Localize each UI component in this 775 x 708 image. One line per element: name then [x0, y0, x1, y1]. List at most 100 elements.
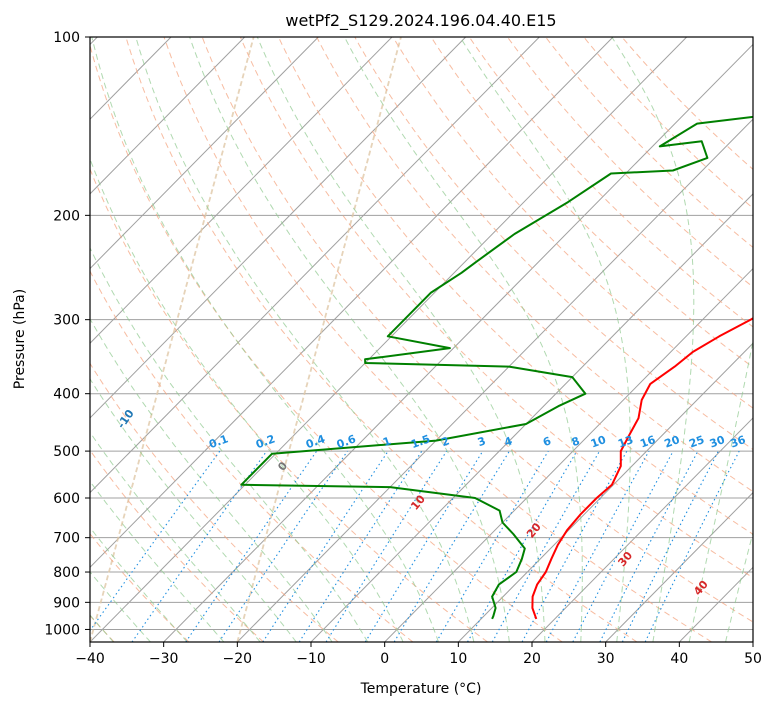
- mixing-ratio-label: 1: [381, 434, 393, 449]
- mixing-ratio-line: [545, 450, 650, 642]
- dry-adiabat-line: [90, 167, 488, 642]
- isotherm-line: [90, 37, 540, 494]
- dry-adiabat-line: [239, 37, 753, 579]
- x-tick-label: −10: [296, 651, 326, 667]
- dry-adiabat-line: [392, 37, 753, 409]
- x-tick-label: −20: [223, 651, 253, 667]
- moist-adiabat-line: [189, 37, 510, 642]
- x-tick-label: 50: [744, 651, 762, 667]
- mixing-ratio-label: 0.2: [254, 432, 277, 451]
- temperature-profile-line: [531, 317, 753, 620]
- moist-adiabat-line: [90, 377, 297, 642]
- x-tick-label: 30: [597, 651, 615, 667]
- dry-adiabat-line: [545, 37, 753, 249]
- plot-area: -100-90-80-70-60-50-40-30-20-10010203040…: [90, 37, 753, 642]
- mixing-ratio-line: [185, 450, 318, 642]
- mixing-ratio-label: 1.5: [409, 432, 432, 451]
- profile-series: [240, 115, 753, 620]
- moist-adiabat-lines: [90, 37, 753, 642]
- dewpoint-profile-line: [240, 115, 753, 620]
- y-tick-label: 400: [53, 387, 80, 403]
- plot-frame: [89, 36, 754, 643]
- moist-adiabat-line: [135, 37, 475, 642]
- mixing-ratio-label: 3: [476, 434, 488, 449]
- mixing-ratio-label: 36: [729, 433, 748, 451]
- mixing-ratio-label: 8: [570, 434, 582, 449]
- mixing-ratio-line: [325, 450, 448, 642]
- moist-adiabat-line: [90, 431, 261, 642]
- mixing-ratio-label: 2: [440, 434, 452, 449]
- mixing-ratio-label: 10: [589, 433, 608, 451]
- x-tick-label: −40: [75, 651, 105, 667]
- mixing-ratio-label: 20: [663, 433, 682, 451]
- y-tick-label: 600: [53, 491, 80, 507]
- guide-curve: [90, 37, 255, 642]
- y-tick-label: 100: [53, 30, 80, 46]
- mixing-ratio-label: 6: [541, 434, 553, 449]
- isotherm-line: [163, 43, 753, 642]
- moist-adiabat-line: [90, 157, 404, 642]
- dry-adiabat-line: [430, 37, 753, 368]
- x-tick-label: −30: [149, 651, 179, 667]
- mixing-ratio-label: 0.4: [304, 432, 327, 451]
- x-tick-label: 40: [670, 651, 688, 667]
- y-tick-label: 900: [53, 595, 80, 611]
- y-tick-label: 1000: [44, 622, 80, 638]
- dry-adiabat-line: [201, 37, 753, 623]
- dry-adiabat-line: [90, 449, 264, 642]
- guide-curve: [236, 37, 402, 642]
- mixing-ratio-lines: [90, 450, 740, 642]
- isotherm-line: [90, 37, 688, 642]
- mixing-ratio-line: [393, 450, 510, 642]
- mixing-ratio-label: 0.1: [207, 432, 230, 451]
- mixing-ratio-line: [298, 450, 423, 642]
- dry-adiabat-line: [354, 37, 753, 451]
- x-tick-label: 20: [523, 651, 541, 667]
- moist-adiabat-line: [688, 338, 753, 642]
- mixing-ratio-label: 16: [638, 433, 657, 451]
- dry-adiabat-line: [278, 37, 753, 535]
- moist-adiabat-line: [91, 37, 439, 642]
- y-tick-label: 300: [53, 313, 80, 329]
- x-axis-ticks: −40 −30 −20 −10 0 10 20 30 40 50: [75, 642, 762, 667]
- mixing-ratio-label: 13: [616, 433, 635, 450]
- moist-adiabat-line: [90, 246, 369, 642]
- mixing-ratio-label: 0.6: [335, 432, 358, 451]
- y-tick-label: 200: [53, 208, 80, 224]
- dry-adiabat-line: [163, 37, 712, 642]
- moist-adiabat-line: [90, 317, 333, 642]
- isotherm-line: [90, 37, 614, 569]
- isotherm-lines: [90, 37, 753, 642]
- moist-adiabat-line: [611, 37, 695, 642]
- isopleth-labels: -100-90-80-70-60-50-40-30-20-10010203040…: [115, 407, 748, 598]
- isotherm-line: [90, 37, 467, 419]
- moist-adiabat-line: [725, 530, 753, 642]
- dry-adiabat-line: [468, 37, 753, 328]
- isotherm-line: [531, 417, 753, 642]
- mixing-ratio-line: [435, 450, 549, 642]
- isotherm-line: [236, 118, 753, 642]
- mixing-ratio-line: [218, 450, 348, 642]
- moist-adiabat-line: [344, 37, 583, 642]
- x-tick-label: 10: [449, 651, 467, 667]
- dry-adiabat-line: [125, 37, 638, 642]
- x-tick-label: 0: [380, 651, 389, 667]
- mixing-ratio-label: 25: [687, 433, 706, 450]
- isotherm-line: [605, 491, 753, 642]
- isotherm-line: [90, 37, 246, 195]
- y-axis-label: Pressure (hPa): [12, 289, 28, 389]
- isotherm-line: [457, 342, 753, 642]
- y-tick-label: 500: [53, 444, 80, 460]
- mixing-ratio-label: 30: [708, 433, 727, 451]
- mixing-ratio-label: 4: [502, 434, 514, 449]
- mixing-ratio-line: [131, 450, 268, 642]
- mixing-ratio-line: [262, 450, 389, 642]
- guide-curves: [90, 37, 402, 642]
- isotherm-line: [384, 267, 753, 642]
- y-tick-label: 800: [53, 565, 80, 581]
- y-axis-ticks: 100 200 300 400 500 600 700 800 900 1000: [44, 30, 90, 638]
- moist-adiabat-line: [256, 37, 546, 642]
- y-tick-label: 700: [53, 531, 80, 547]
- isotherm-line: [90, 37, 319, 270]
